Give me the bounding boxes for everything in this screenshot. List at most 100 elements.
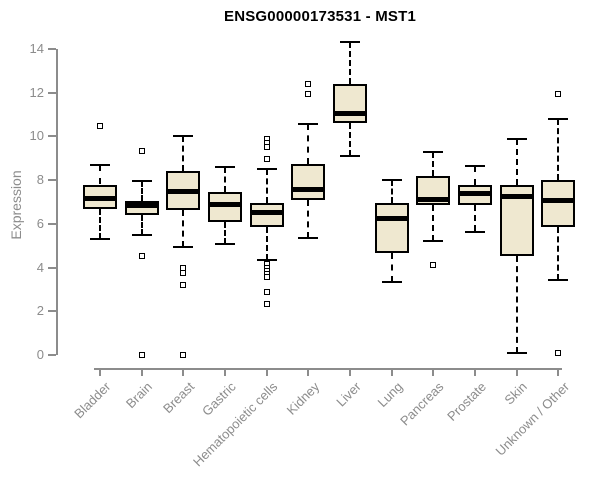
y-tick-label: 8 <box>36 172 44 188</box>
y-axis-tick <box>48 135 56 138</box>
x-axis-tick <box>515 368 518 376</box>
y-axis-tick <box>48 179 56 182</box>
upper-whisker-cap-hematopoietic-cells <box>256 168 277 171</box>
median-line-prostate <box>457 190 492 196</box>
x-axis-tick <box>182 368 185 376</box>
outlier-point-hematopoietic-cells <box>263 300 270 307</box>
outlier-point-hematopoietic-cells <box>263 288 270 295</box>
y-tick-label: 6 <box>36 215 44 231</box>
y-tick-label: 12 <box>29 84 44 100</box>
upper-whisker-brain <box>140 181 143 201</box>
upper-whisker-kidney <box>307 124 310 164</box>
upper-whisker-cap-brain <box>131 180 152 183</box>
outlier-point-hematopoietic-cells <box>263 274 270 281</box>
upper-whisker-gastric <box>223 167 226 193</box>
x-axis-line <box>94 368 562 370</box>
upper-whisker-hematopoietic-cells <box>265 169 268 204</box>
box-gastric <box>207 192 242 222</box>
y-axis-tick <box>48 48 56 50</box>
x-category-label-kidney: Kidney <box>283 379 322 418</box>
median-line-brain <box>124 202 159 208</box>
lower-whisker-skin <box>515 255 518 353</box>
median-line-pancreas <box>416 197 451 203</box>
box-liver <box>332 83 367 124</box>
y-tick-label: 14 <box>29 41 44 56</box>
upper-whisker-cap-gastric <box>214 166 235 169</box>
x-category-label-skin: Skin <box>501 379 531 408</box>
outlier-point-breast <box>180 270 187 277</box>
upper-whisker-cap-skin <box>506 137 527 140</box>
x-axis-tick <box>307 368 310 376</box>
lower-whisker-unknown-other <box>557 227 560 280</box>
lower-whisker-breast <box>182 209 185 247</box>
outlier-point-brain <box>138 352 145 358</box>
x-category-label-pancreas: Pancreas <box>397 379 447 429</box>
y-axis-tick <box>48 266 56 269</box>
box-unknown-other <box>541 180 576 228</box>
x-category-label-liver: Liver <box>333 379 364 410</box>
x-category-label-gastric: Gastric <box>198 379 239 419</box>
x-axis-tick <box>390 368 393 376</box>
median-line-bladder <box>83 196 117 202</box>
x-axis-tick <box>99 368 101 376</box>
lower-whisker-cap-hematopoietic-cells <box>256 258 277 261</box>
lower-whisker-cap-gastric <box>214 242 235 245</box>
lower-whisker-bladder <box>99 208 101 240</box>
outlier-point-bladder <box>97 122 103 129</box>
lower-whisker-kidney <box>307 199 310 239</box>
lower-whisker-prostate <box>473 205 476 232</box>
x-axis-tick <box>223 368 226 376</box>
y-axis-line <box>56 49 58 355</box>
box-lung <box>374 203 409 254</box>
upper-whisker-cap-breast <box>173 135 194 138</box>
box-kidney <box>291 163 326 200</box>
upper-whisker-lung <box>390 180 393 204</box>
upper-whisker-cap-kidney <box>298 123 319 126</box>
x-axis-tick <box>473 368 476 376</box>
upper-whisker-prostate <box>473 165 476 185</box>
outlier-point-hematopoietic-cells <box>263 156 270 163</box>
lower-whisker-cap-brain <box>131 233 152 236</box>
lower-whisker-cap-kidney <box>298 237 319 240</box>
x-axis-tick <box>432 368 435 376</box>
lower-whisker-brain <box>140 215 143 235</box>
upper-whisker-cap-bladder <box>90 163 110 166</box>
median-line-hematopoietic-cells <box>249 210 284 216</box>
lower-whisker-liver <box>348 123 351 157</box>
outlier-point-brain <box>138 252 145 259</box>
outlier-point-unknown-other <box>555 349 562 356</box>
median-line-gastric <box>207 201 242 207</box>
lower-whisker-gastric <box>223 221 226 244</box>
lower-whisker-cap-bladder <box>90 238 110 241</box>
x-axis-tick <box>265 368 268 376</box>
x-category-label-bladder: Bladder <box>71 379 114 422</box>
median-line-breast <box>166 188 201 194</box>
y-tick-label: 2 <box>36 303 44 319</box>
lower-whisker-lung <box>390 253 393 282</box>
median-line-kidney <box>291 187 326 193</box>
outlier-point-hematopoietic-cells <box>263 144 270 151</box>
upper-whisker-liver <box>348 42 351 84</box>
outlier-point-brain <box>138 147 145 154</box>
x-category-label-prostate: Prostate <box>443 379 489 424</box>
lower-whisker-cap-prostate <box>464 230 485 233</box>
upper-whisker-pancreas <box>432 151 435 176</box>
y-axis-tick <box>48 354 56 356</box>
lower-whisker-cap-liver <box>339 155 360 158</box>
y-axis-tick <box>48 310 56 313</box>
upper-whisker-breast <box>182 136 185 172</box>
x-axis-tick <box>557 368 560 376</box>
y-tick-label: 10 <box>29 128 44 144</box>
upper-whisker-cap-lung <box>381 179 402 182</box>
upper-whisker-cap-liver <box>339 41 360 44</box>
upper-whisker-cap-unknown-other <box>548 117 569 120</box>
y-axis-tick <box>48 91 56 94</box>
x-axis-tick <box>140 368 143 376</box>
median-line-unknown-other <box>541 198 576 204</box>
outlier-point-breast <box>180 352 187 358</box>
outlier-point-breast <box>180 282 187 289</box>
x-category-label-lung: Lung <box>374 379 406 411</box>
outlier-point-unknown-other <box>555 90 562 97</box>
upper-whisker-cap-prostate <box>464 164 485 167</box>
y-tick-label: 4 <box>36 259 44 275</box>
